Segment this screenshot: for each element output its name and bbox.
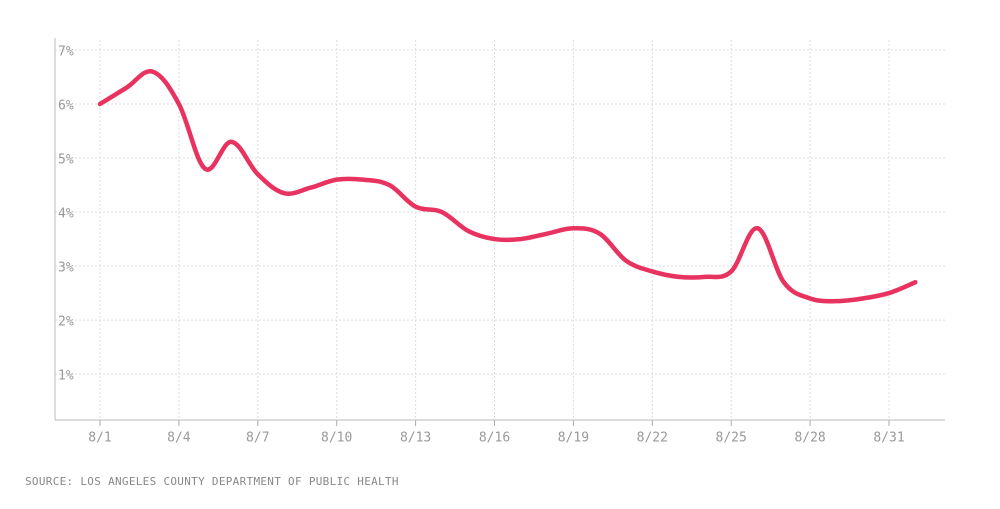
x-tick-label: 8/19 (558, 431, 589, 446)
y-tick-label: 3% (58, 261, 74, 276)
y-tick-label: 2% (58, 315, 74, 330)
source-note: SOURCE: LOS ANGELES COUNTY DEPARTMENT OF… (25, 475, 399, 488)
y-tick-label: 4% (58, 207, 74, 222)
x-tick-label: 8/10 (321, 431, 352, 446)
x-tick-label: 8/31 (873, 431, 904, 446)
x-tick-label: 8/22 (637, 431, 668, 446)
x-tick-label: 8/25 (716, 431, 747, 446)
y-tick-label: 7% (58, 45, 74, 60)
x-tick-label: 8/16 (479, 431, 510, 446)
x-tick-label: 8/1 (88, 431, 111, 446)
y-tick-label: 1% (58, 369, 74, 384)
x-tick-label: 8/28 (794, 431, 825, 446)
x-tick-label: 8/4 (167, 431, 191, 446)
x-tick-label: 8/7 (246, 431, 269, 446)
data-line (97, 69, 918, 304)
x-tick-label: 8/13 (400, 431, 431, 446)
y-tick-label: 6% (58, 99, 74, 114)
y-tick-label: 5% (58, 153, 74, 168)
